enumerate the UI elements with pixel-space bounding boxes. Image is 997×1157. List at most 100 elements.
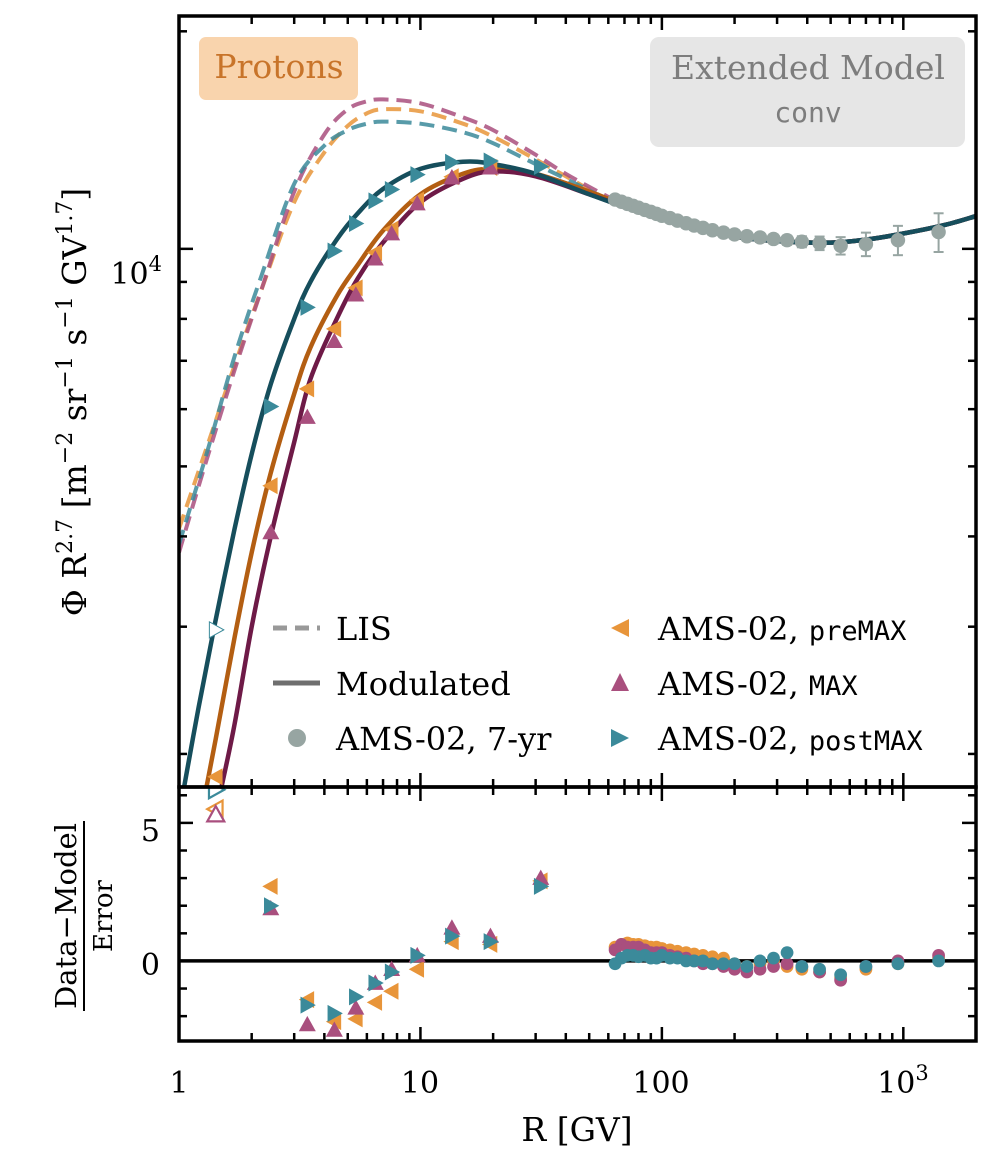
legend-max-prefix: AMS-02, [657,665,809,703]
residual-point-max [325,1021,343,1037]
data-point-ams7 [739,229,755,244]
residual-point-postmax [445,927,461,945]
data-point-postmax [327,242,343,260]
data-point-max [366,250,384,266]
x-tick-label-10: 10 [401,1066,439,1101]
residual-point-postmax [780,946,794,960]
data-point-max [481,159,499,175]
residual-point-postmax [717,957,730,971]
data-point-ams7 [727,227,742,242]
residual-point-postmax [368,974,384,992]
legend: LIS Modulated AMS-02, 7-yr AMS-02, preMA… [273,610,923,758]
residual-point-postmax [207,787,227,801]
residual-point-postmax [891,957,905,971]
open-data-point-postmax [208,620,225,639]
data-point-ams7 [794,234,810,249]
residual-label-denominator: Error [89,879,119,951]
data-point-max [262,524,280,540]
residual-point-postmax [533,877,550,895]
data-point-ams7 [705,223,720,238]
legend-ams7-label: AMS-02, 7-yr [335,720,552,758]
data-point-max [347,286,365,302]
legend-postmax-marker [611,729,629,747]
lis-curve-max [179,97,640,554]
data-point-ams7 [858,236,874,252]
y-tick-label-5: 5 [141,814,160,849]
residual-point-postmax [834,968,848,982]
data-point-max [408,195,426,211]
data-point-premax [298,380,315,398]
residual-point-postmax [706,957,719,971]
residual-point-postmax [263,897,280,915]
residual-point-postmax [349,988,365,1006]
legend-postmax-label: AMS-02, postMAX [657,720,923,758]
x-axis-label: R [GV] [521,1110,632,1149]
legend-max-code: MAX [809,671,858,702]
residual-point-postmax [300,996,316,1014]
y-axis-label-spectrum: Φ R2.7 [m−2 sr−1 s−1 GV1.7] [53,188,94,617]
x-tick-label-1: 1 [169,1066,188,1101]
data-point-postmax [410,166,426,184]
y-tick-label-0: 0 [141,948,160,983]
data-point-max [298,408,316,424]
data-point-postmax [263,398,280,416]
data-point-postmax [445,153,461,171]
legend-postmax-code: postMAX [809,726,923,757]
residual-point-postmax [859,960,873,973]
axis-ticks [177,16,978,1041]
residual-point-max [205,803,227,823]
data-point-postmax [349,215,365,233]
data-point-ams7 [833,238,848,253]
y-axis-label-residual: Data−Model Error [49,821,119,1011]
legend-premax-label: AMS-02, preMAX [657,610,906,648]
x-tick-label-100: 100 [632,1066,689,1101]
data-point-ams7 [752,230,768,245]
residual-point-max [347,999,365,1015]
residual-axes-frame [177,785,978,1043]
residual-point-postmax [410,946,426,964]
data-point-premax [325,320,342,338]
residual-point-premax [262,877,278,895]
residual-point-postmax [795,960,809,973]
data-point-ams7 [779,232,795,248]
residual-point-postmax [753,954,767,968]
legend-ams7-marker [288,729,306,747]
residual-point-postmax [813,962,826,976]
legend-premax-prefix: AMS-02, [657,610,809,648]
data-point-max [325,332,343,349]
data-point-postmax [533,158,550,176]
residual-point-postmax [483,933,499,951]
modulated-curve-max [219,169,976,787]
residual-point-premax [325,1013,342,1031]
residual-point-postmax [932,954,945,968]
data-point-max [383,225,401,241]
residual-point-max [298,1015,316,1032]
data-point-postmax [384,181,401,199]
residual-label-numerator: Data−Model [49,823,83,1009]
y-tick-label-1e4: 104 [110,252,162,292]
residual-point-premax [366,993,383,1011]
model-variant: conv [774,96,841,129]
data-point-ams7 [812,236,827,251]
x-tick-label-1000: 103 [877,1061,929,1101]
model-name: Extended Model [671,48,945,87]
species-text: Protons [214,47,343,86]
residual-point-premax [408,960,425,978]
residual-point-postmax [767,951,780,965]
data-point-premax [207,768,223,786]
legend-lis-label: LIS [336,610,392,648]
legend-premax-marker [611,619,629,637]
residual-point-max [780,957,794,971]
data-point-postmax [368,192,384,210]
modulated-curve-postmax [181,159,976,787]
residual-point-postmax [687,954,701,968]
legend-premax-code: preMAX [809,616,907,647]
residual-point-postmax [728,957,741,971]
data-point-ams7 [766,231,781,247]
model-label: Extended Model conv [650,37,965,147]
data-point-ams7 [890,232,906,248]
data-point-premax [262,477,278,495]
species-label: Protons [199,37,358,100]
data-point-ams7 [716,225,731,240]
